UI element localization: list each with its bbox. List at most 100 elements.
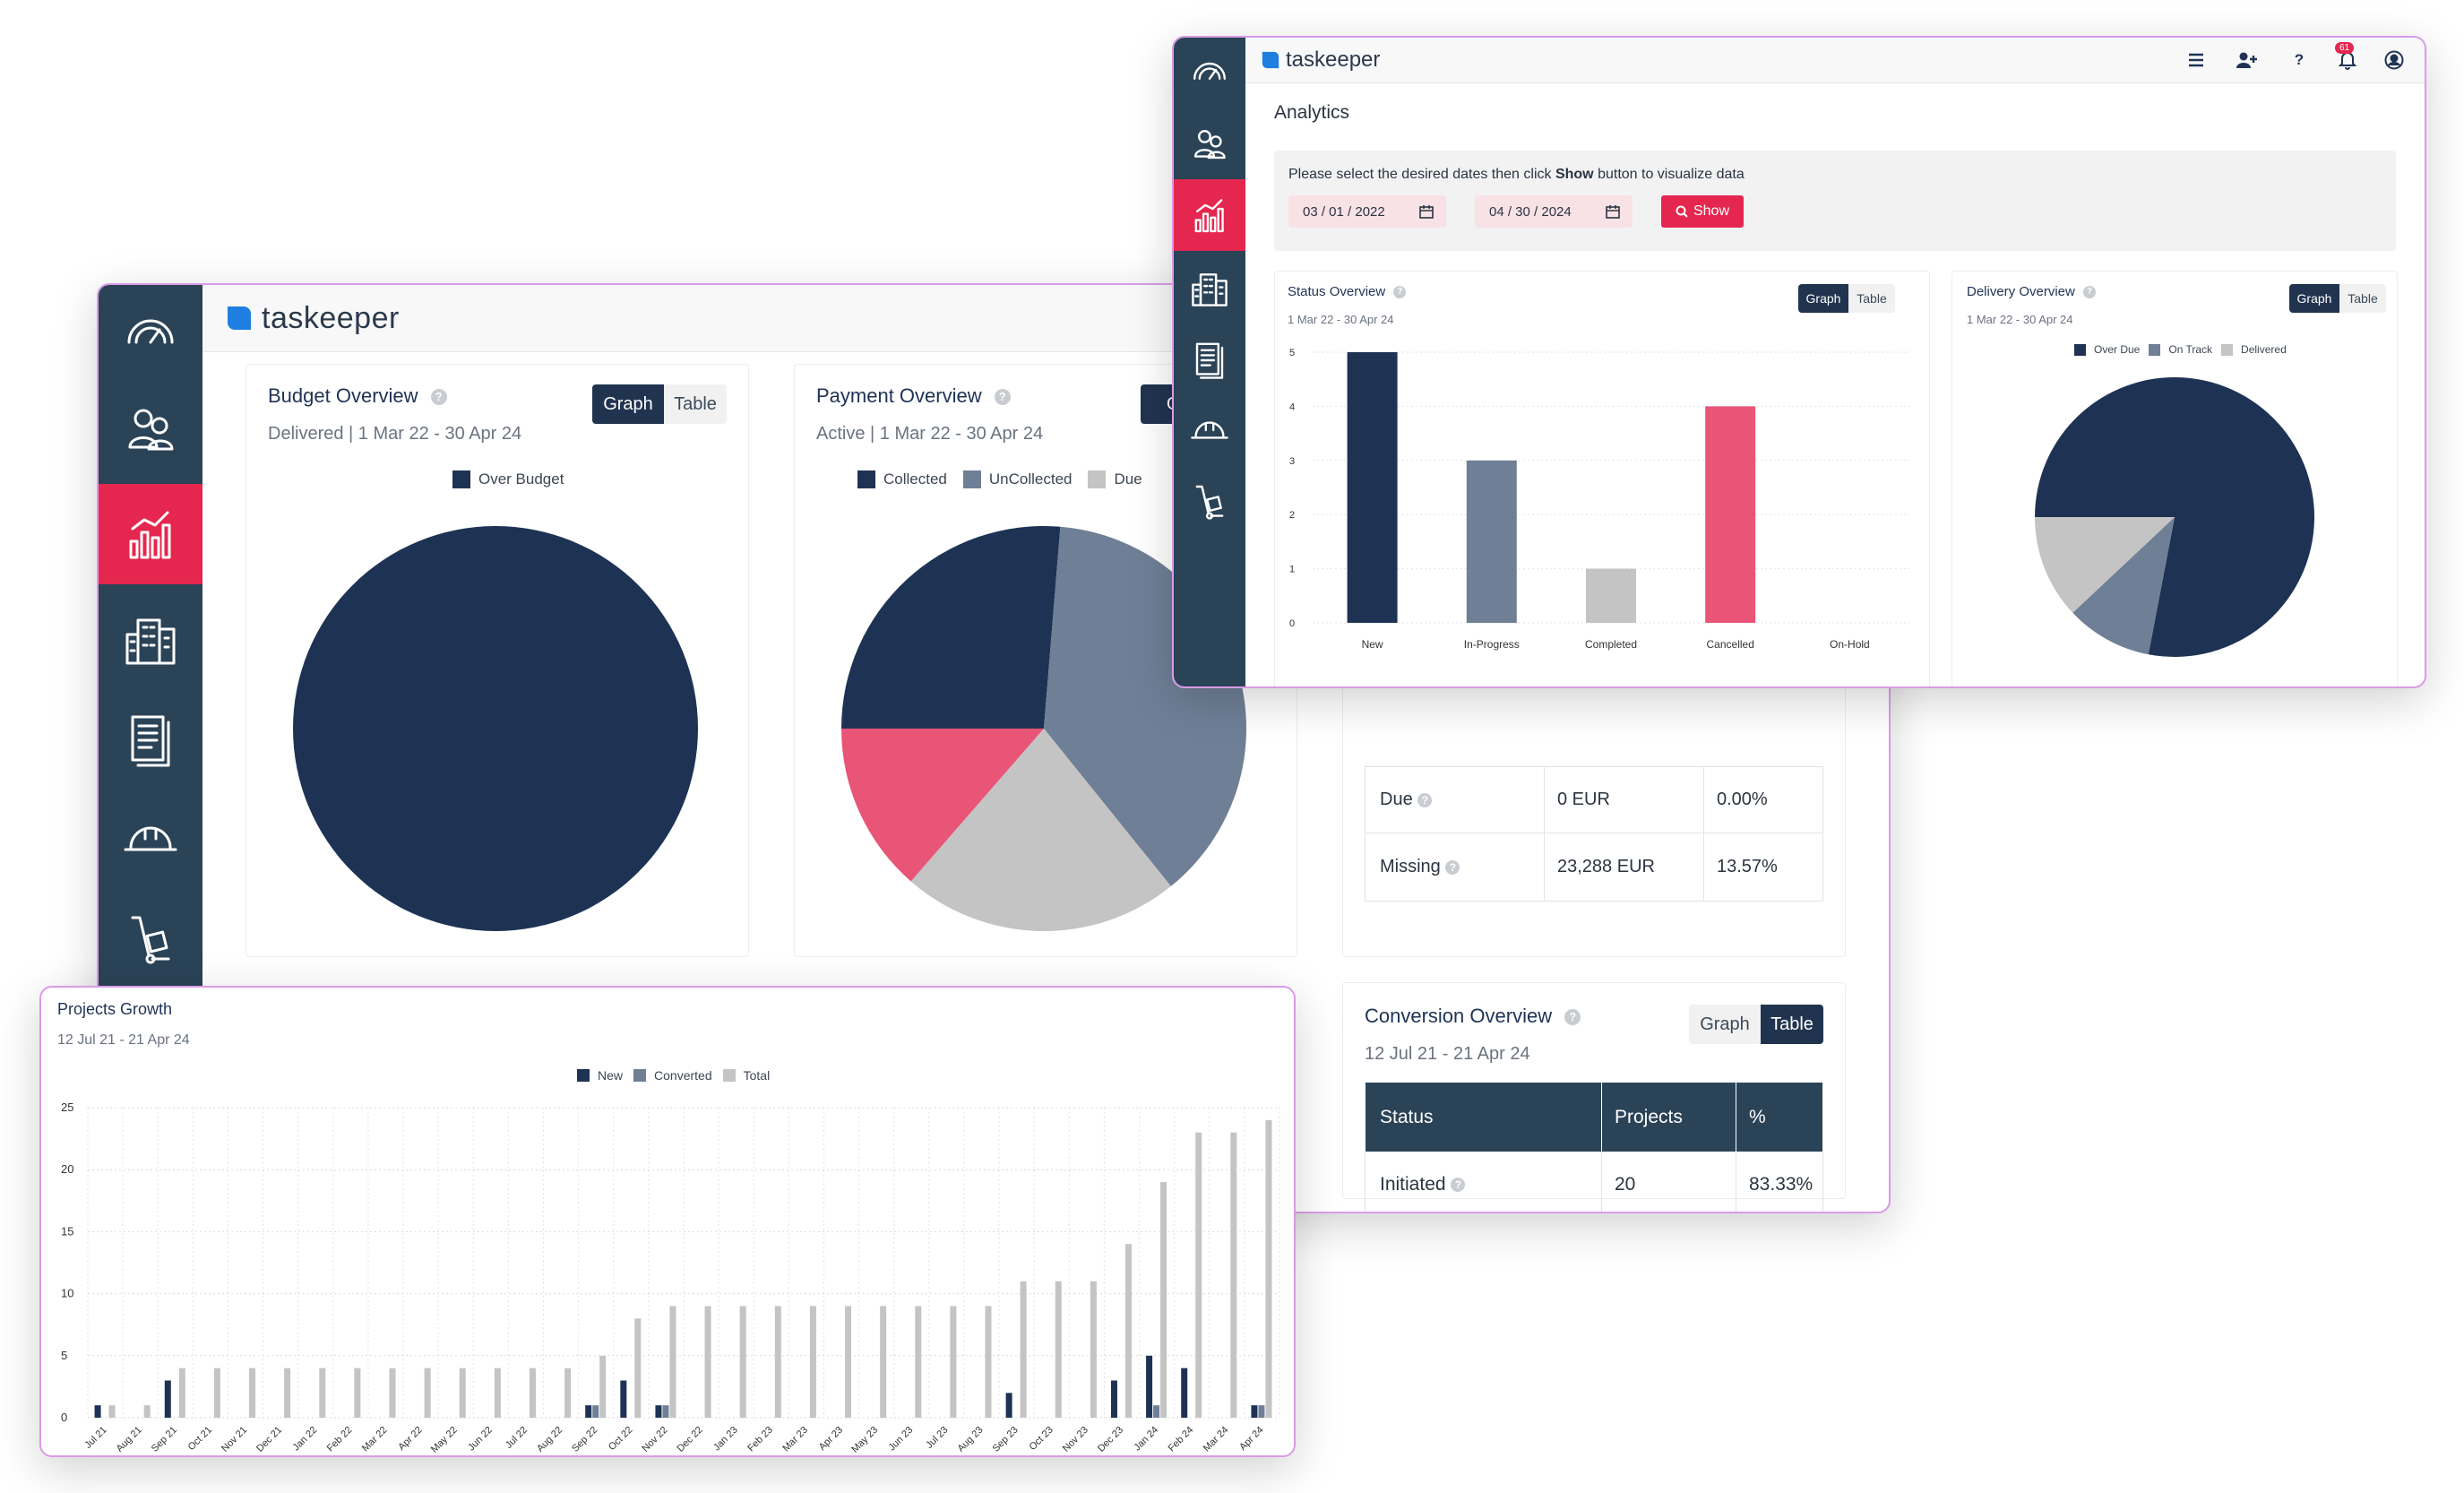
legend-item-collected[interactable]: Collected <box>857 470 947 488</box>
bar-total-dec-21[interactable] <box>284 1368 291 1418</box>
table-toggle-button[interactable]: Table <box>674 393 717 414</box>
sidebar-item-logistics[interactable] <box>1174 468 1245 536</box>
legend-item-on-track[interactable]: On Track <box>2149 343 2212 356</box>
pie-slice-missing[interactable] <box>841 729 1044 882</box>
column-header-status[interactable]: Status <box>1365 1082 1602 1152</box>
bar-new-jan-24[interactable] <box>1146 1355 1153 1418</box>
bar-total-mar-22[interactable] <box>389 1368 396 1418</box>
bar-converted-nov-22[interactable] <box>662 1405 669 1418</box>
table-toggle-button[interactable]: Table <box>1761 1005 1823 1044</box>
bar-total-jan-24[interactable] <box>1160 1182 1167 1418</box>
sidebar-item-documents[interactable] <box>1174 326 1245 394</box>
bar-new-sep-22[interactable] <box>585 1405 592 1418</box>
sidebar-item-dashboard[interactable] <box>1174 38 1245 102</box>
bar-total-apr-24[interactable] <box>1265 1119 1272 1418</box>
bar-completed[interactable] <box>1586 568 1636 623</box>
bar-total-jun-23[interactable] <box>915 1306 922 1418</box>
graph-toggle-button[interactable]: Graph <box>1700 1014 1750 1034</box>
bar-total-aug-22[interactable] <box>564 1368 572 1418</box>
bar-total-mar-23[interactable] <box>809 1306 816 1418</box>
bar-total-sep-21[interactable] <box>178 1368 185 1418</box>
sidebar-item-users[interactable] <box>1174 109 1245 177</box>
pie-slice-delivered[interactable] <box>2035 517 2175 613</box>
help-icon[interactable]: ? <box>1564 1009 1581 1026</box>
help-icon[interactable]: ? <box>1451 1177 1466 1192</box>
pie-slice-on-track[interactable] <box>2072 517 2175 655</box>
bar-total-jan-22[interactable] <box>319 1368 326 1418</box>
bar-total-nov-21[interactable] <box>249 1368 256 1418</box>
bar-total-oct-23[interactable] <box>1055 1281 1062 1418</box>
bar-total-may-22[interactable] <box>459 1368 466 1418</box>
bar-total-feb-23[interactable] <box>774 1306 781 1418</box>
calendar-icon[interactable] <box>1419 204 1434 219</box>
start-date-input[interactable]: 03 / 01 / 2022 <box>1288 195 1446 228</box>
bar-new-feb-24[interactable] <box>1181 1368 1188 1418</box>
table-toggle-button[interactable]: Table <box>2348 291 2378 306</box>
bar-new[interactable] <box>1347 352 1398 623</box>
show-button[interactable]: Show <box>1661 195 1744 228</box>
bar-total-dec-23[interactable] <box>1124 1244 1132 1418</box>
sidebar-item-dashboard[interactable] <box>99 285 202 375</box>
bar-total-nov-22[interactable] <box>669 1306 676 1418</box>
legend-item-due[interactable]: Due <box>1088 470 1142 488</box>
bar-total-jan-23[interactable] <box>739 1306 746 1418</box>
bar-total-jul-23[interactable] <box>950 1306 957 1418</box>
column-header-projects[interactable]: Projects <box>1601 1082 1736 1152</box>
bar-total-apr-23[interactable] <box>845 1306 852 1418</box>
legend-item-over-budget[interactable]: Over Budget <box>452 470 564 488</box>
calendar-icon[interactable] <box>1606 204 1620 219</box>
bar-new-oct-22[interactable] <box>620 1380 627 1418</box>
help-icon[interactable]: ? <box>430 389 447 406</box>
bar-new-jul-21[interactable] <box>94 1405 101 1418</box>
legend-item-over-due[interactable]: Over Due <box>2074 343 2140 356</box>
bar-total-apr-22[interactable] <box>424 1368 431 1418</box>
legend-item-total[interactable]: Total <box>722 1068 770 1083</box>
bar-total-nov-23[interactable] <box>1090 1281 1097 1418</box>
sidebar-item-analytics[interactable] <box>1174 179 1245 251</box>
bar-new-nov-22[interactable] <box>655 1405 662 1418</box>
graph-toggle-button[interactable]: Graph <box>592 384 664 424</box>
bar-new-sep-23[interactable] <box>1005 1393 1012 1418</box>
bar-total-jul-22[interactable] <box>529 1368 536 1418</box>
bar-total-aug-23[interactable] <box>985 1306 992 1418</box>
graph-toggle-button[interactable]: Graph <box>1798 284 1848 313</box>
bar-converted-apr-24[interactable] <box>1258 1405 1265 1418</box>
brand-logo[interactable]: taskeeper <box>224 301 400 336</box>
bar-total-feb-22[interactable] <box>354 1368 361 1418</box>
bar-total-oct-21[interactable] <box>213 1368 220 1418</box>
bar-new-dec-23[interactable] <box>1110 1380 1117 1418</box>
bar-total-aug-21[interactable] <box>143 1405 151 1418</box>
sidebar-item-buildings[interactable] <box>1174 255 1245 323</box>
legend-item-new[interactable]: New <box>577 1068 623 1083</box>
bar-total-mar-24[interactable] <box>1230 1132 1237 1418</box>
pie-slice-over-budget[interactable] <box>293 526 698 931</box>
bar-cancelled[interactable] <box>1705 406 1756 623</box>
sidebar-item-analytics[interactable] <box>99 484 202 584</box>
help-icon[interactable]: ? <box>994 389 1011 406</box>
table-toggle-button[interactable]: Table <box>1857 291 1887 306</box>
add-user-icon[interactable] <box>2220 42 2274 78</box>
bar-total-oct-22[interactable] <box>634 1318 642 1418</box>
bar-total-may-23[interactable] <box>880 1306 887 1418</box>
column-header-percent[interactable]: % <box>1736 1082 1823 1152</box>
sidebar-item-documents[interactable] <box>99 695 202 785</box>
bar-total-dec-22[interactable] <box>704 1306 711 1418</box>
bar-total-feb-24[interactable] <box>1195 1132 1202 1418</box>
sidebar-item-projects[interactable] <box>99 794 202 884</box>
help-icon[interactable]: ? <box>2274 42 2324 78</box>
legend-item-delivered[interactable]: Delivered <box>2221 343 2287 356</box>
help-icon[interactable]: ? <box>2083 286 2097 299</box>
bar-converted-sep-22[interactable] <box>592 1405 599 1418</box>
bar-total-jul-21[interactable] <box>108 1405 116 1418</box>
bar-total-sep-22[interactable] <box>599 1355 607 1418</box>
legend-item-converted[interactable]: Converted <box>633 1068 712 1083</box>
pie-slice-collected[interactable] <box>841 526 1061 729</box>
pie-slice-due[interactable] <box>910 729 1171 931</box>
help-icon[interactable]: ? <box>1445 859 1460 875</box>
legend-item-uncollected[interactable]: UnCollected <box>962 470 1072 488</box>
graph-toggle-button[interactable]: Graph <box>2289 284 2339 313</box>
bar-converted-jan-24[interactable] <box>1153 1405 1160 1418</box>
help-icon[interactable]: ? <box>1393 286 1407 299</box>
bar-new-sep-21[interactable] <box>164 1380 171 1418</box>
menu-icon[interactable] <box>2172 42 2220 78</box>
